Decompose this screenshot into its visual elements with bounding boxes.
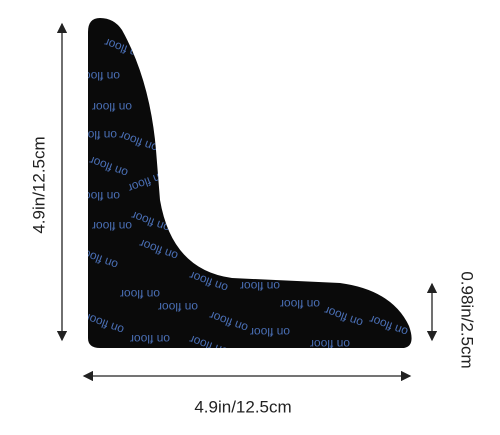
pattern-text: on floor [92, 100, 132, 114]
pattern-text: on floor [80, 69, 120, 83]
pattern-text: on floor [310, 337, 350, 351]
pattern-text: on floor [158, 300, 198, 314]
thickness-label: 0.98in/2.5cm [458, 271, 477, 368]
height-label: 4.9in/12.5cm [29, 136, 48, 233]
pattern-text: on floor [120, 287, 160, 301]
pattern-text: on floor [130, 332, 170, 346]
pattern-text: on floor [80, 189, 120, 203]
pattern-text: on floor [240, 279, 280, 293]
pattern-text: on floor [250, 325, 290, 339]
width-label: 4.9in/12.5cm [194, 397, 291, 416]
pattern-text: on floor [280, 297, 320, 311]
pattern-text: on floor [77, 128, 117, 142]
pattern-text: on floor [92, 219, 132, 233]
corner-grip [88, 18, 412, 348]
